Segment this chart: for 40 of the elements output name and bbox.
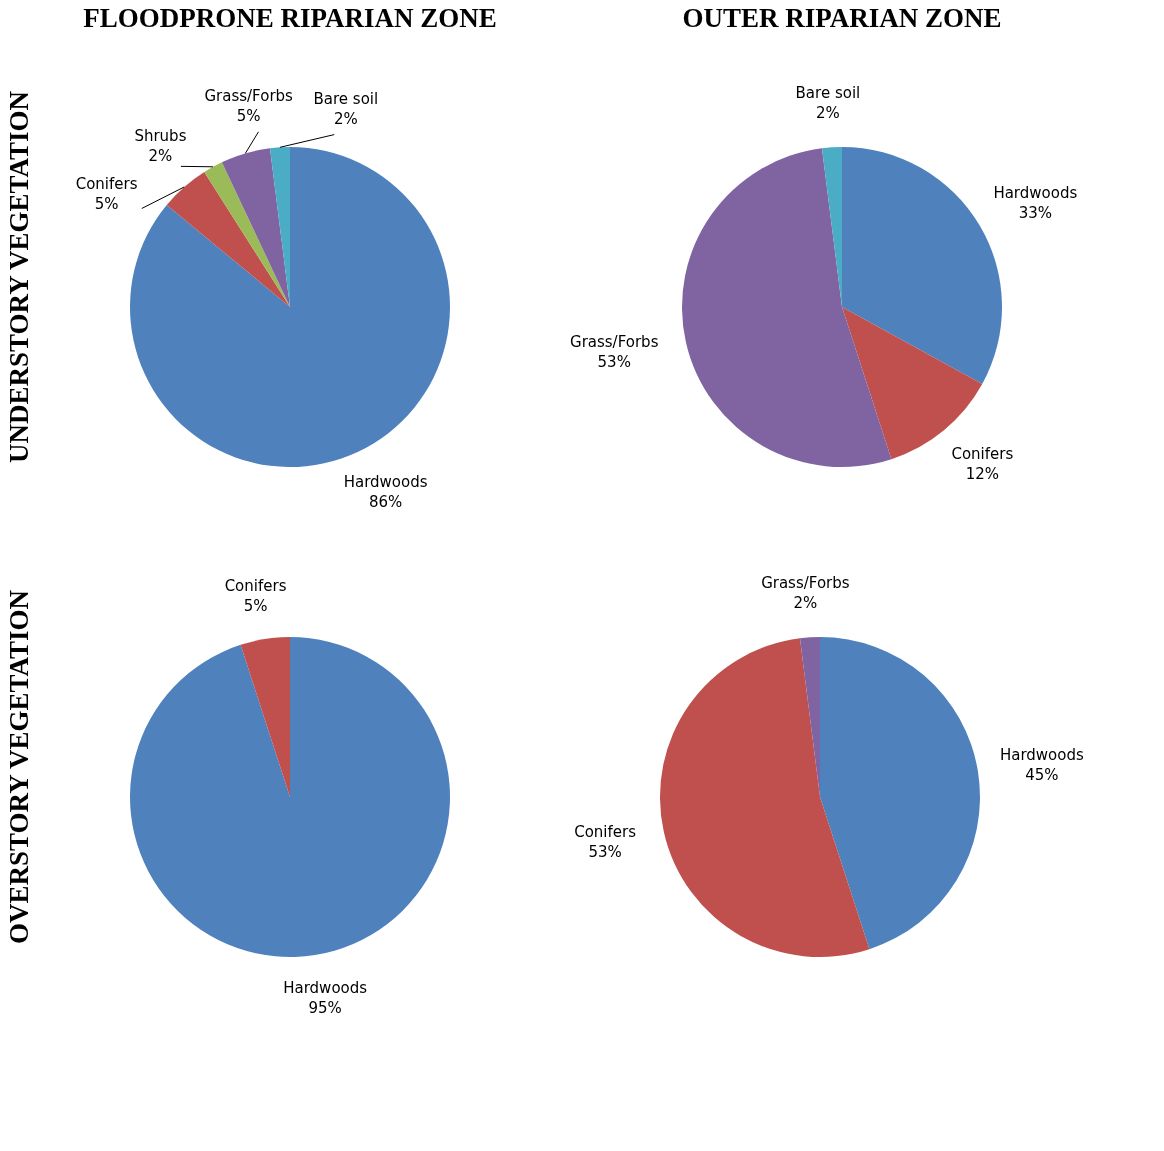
- data-label: 33%: [1018, 204, 1052, 223]
- slice-label: Conifers: [574, 822, 637, 841]
- slice-label: Hardwoods: [283, 979, 368, 998]
- pie-slice: [204, 162, 290, 307]
- data-label: 2%: [793, 594, 818, 613]
- slice-label: Grass/Forbs: [569, 332, 659, 351]
- pie-slice: [240, 637, 290, 797]
- slice-label: Shrubs: [134, 126, 187, 145]
- data-label: 2%: [816, 104, 840, 123]
- slice-label: Conifers: [75, 175, 138, 194]
- pie-slice: [130, 637, 450, 957]
- text: UNDERSTORY VEGETATION: [4, 90, 34, 463]
- pie-slice: [221, 148, 290, 307]
- slice-label: Conifers: [224, 576, 287, 595]
- text: OVERSTORY VEGETATION: [4, 589, 34, 944]
- data-label: 95%: [308, 999, 342, 1018]
- data-label: 86%: [368, 492, 403, 511]
- slice-label: Grass/Forbs: [761, 574, 850, 593]
- slice-label: Bare soil: [795, 84, 861, 103]
- slice-label: Grass/Forbs: [204, 87, 294, 106]
- data-label: 53%: [588, 842, 622, 861]
- slice-label: Hardwoods: [993, 184, 1078, 203]
- data-label: 53%: [597, 352, 631, 371]
- data-label: 5%: [243, 596, 268, 615]
- data-label: 2%: [148, 146, 173, 165]
- data-label: 12%: [965, 465, 1000, 484]
- chart-title: FLOODPRONE RIPARIAN ZONE: [83, 3, 497, 33]
- data-label: 5%: [236, 107, 261, 126]
- pie-slice: [660, 638, 870, 957]
- slice-label: Hardwoods: [999, 746, 1084, 765]
- slice-label: Bare soil: [313, 90, 379, 109]
- data-label: 5%: [94, 195, 119, 214]
- pie-slice: [820, 637, 980, 950]
- chart-title: OUTER RIPARIAN ZONE: [682, 3, 1002, 33]
- pie-slice: [682, 148, 892, 467]
- slice-label: Conifers: [951, 445, 1014, 464]
- slice-label: Hardwoods: [343, 472, 428, 491]
- data-label: 45%: [1025, 766, 1059, 785]
- pie-slice: [166, 171, 290, 307]
- data-label: 2%: [333, 110, 358, 129]
